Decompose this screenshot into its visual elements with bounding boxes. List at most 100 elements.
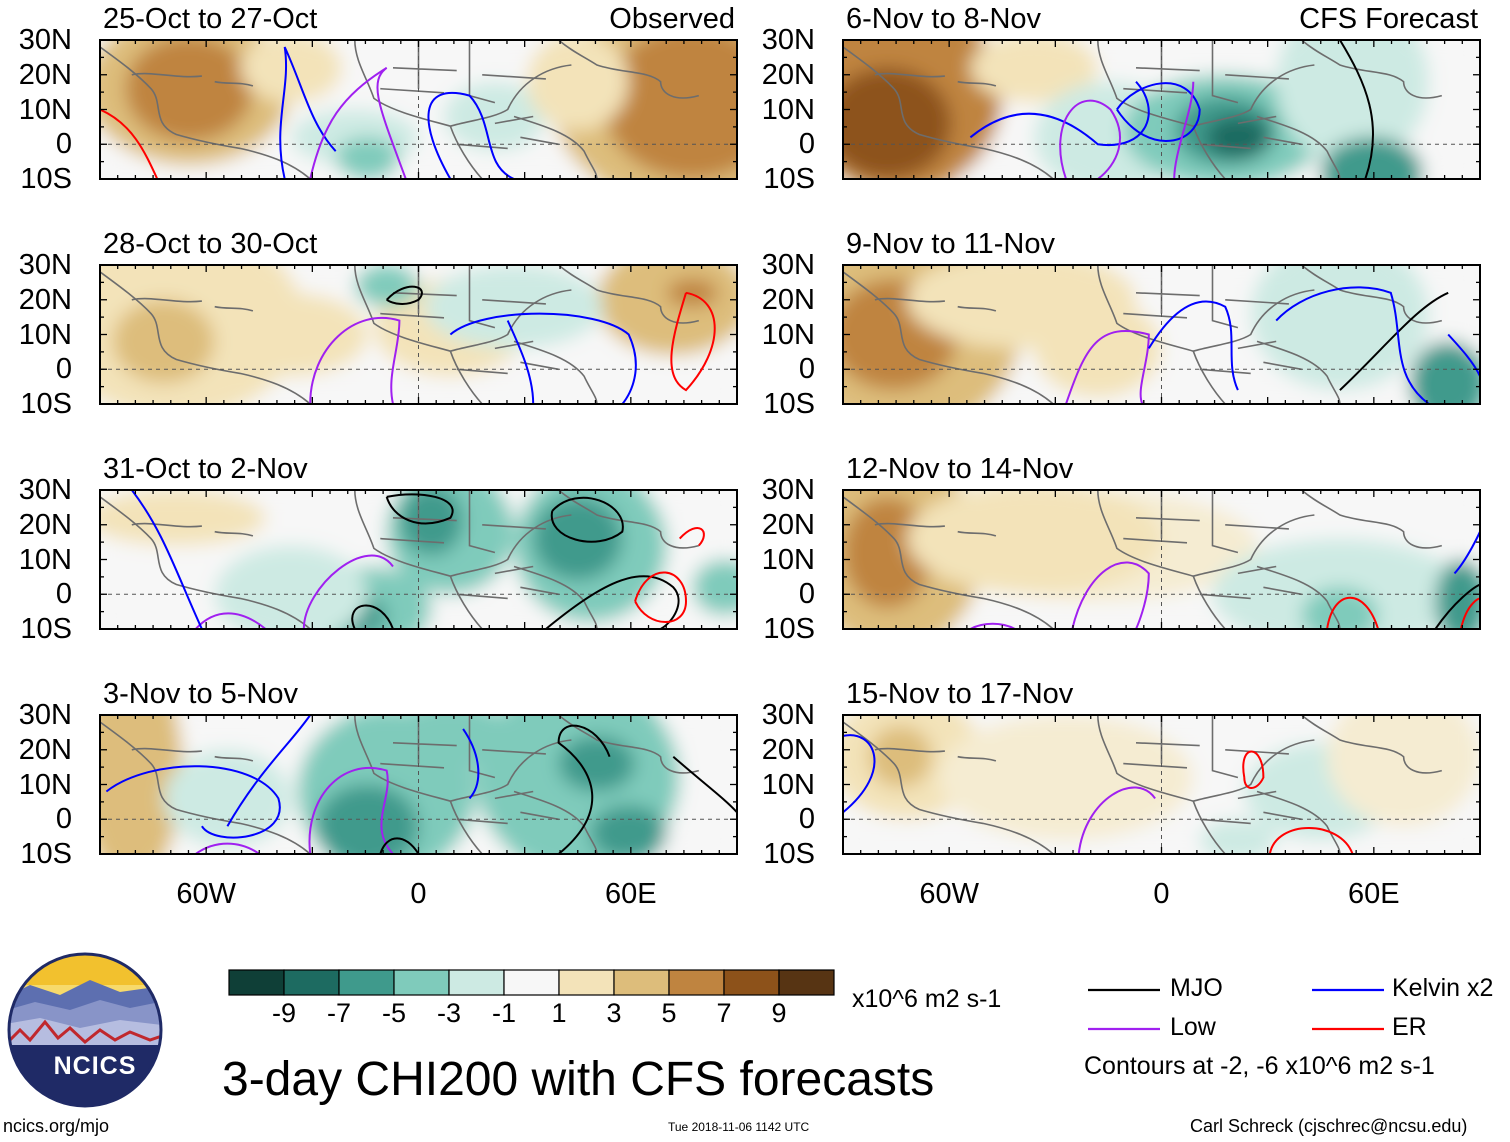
lat-label: 10S — [20, 163, 72, 195]
coastline — [1193, 64, 1315, 127]
colorbar-swatch — [613, 969, 670, 996]
lat-label: 0 — [55, 128, 72, 161]
coastline — [1199, 340, 1302, 375]
map-panel — [842, 489, 1481, 630]
er-contour — [670, 291, 716, 392]
coastline — [100, 496, 311, 629]
coastline — [558, 715, 700, 774]
map-panel — [99, 489, 738, 630]
low-contour — [194, 612, 267, 629]
coastline — [874, 72, 997, 87]
lat-label: 20N — [761, 508, 815, 541]
coastline — [513, 340, 598, 404]
er-contour — [678, 527, 705, 547]
coastline — [100, 46, 311, 179]
colorbar-label: -3 — [436, 998, 461, 1028]
footer-url[interactable]: ncics.org/mjo — [3, 1116, 110, 1136]
lat-label: 10N — [761, 318, 815, 351]
coastline — [354, 265, 483, 404]
mjo-contour — [1339, 40, 1375, 179]
coastline — [450, 289, 572, 352]
lat-label: 10S — [763, 838, 815, 870]
colorbar-label: 7 — [716, 998, 732, 1028]
colorbar-swatch — [338, 969, 395, 996]
lat-label: 20N — [18, 733, 72, 766]
anomaly-blob — [240, 40, 343, 103]
low-contour — [302, 554, 394, 629]
lat-label: 30N — [18, 249, 72, 281]
lat-label: 30N — [761, 699, 815, 731]
panel-title: 25-Oct to 27-Oct — [103, 3, 318, 35]
coastline — [558, 490, 700, 549]
coastline — [450, 64, 572, 127]
panel-title: 9-Nov to 11-Nov — [846, 228, 1055, 260]
anomaly-blob — [386, 715, 515, 771]
low-contour — [1059, 99, 1121, 179]
lat-label: 20N — [18, 283, 72, 316]
coastline — [1301, 715, 1443, 774]
map-panel — [99, 714, 738, 855]
coastline — [843, 496, 1054, 629]
coastline — [843, 46, 1054, 179]
coastline — [1193, 289, 1315, 352]
coastline — [1097, 265, 1226, 404]
coastline — [354, 715, 483, 854]
er-contour — [1268, 826, 1354, 854]
footer-credit: Carl Schreck (cjschrec@ncsu.edu) — [1190, 1116, 1468, 1136]
coastline — [874, 297, 997, 312]
colorbar-label: 5 — [661, 998, 677, 1028]
colorbar-swatch — [723, 969, 780, 996]
legend-label: MJO — [1170, 974, 1223, 1002]
anomaly-blob — [1206, 116, 1270, 159]
map-panel — [842, 39, 1481, 180]
coastline — [1097, 715, 1226, 854]
anomaly-blob — [1212, 538, 1468, 629]
kel-contour — [1447, 333, 1480, 377]
mjo-contour — [351, 604, 394, 629]
panel-title: 15-Nov to 17-Nov — [846, 678, 1074, 710]
anomaly-blob — [335, 137, 400, 179]
coastline — [1256, 790, 1341, 854]
coastline — [1256, 565, 1341, 629]
kel-contour — [105, 765, 281, 839]
er-contour — [634, 571, 688, 624]
lat-label: 0 — [55, 353, 72, 386]
lat-label: 10N — [761, 543, 815, 576]
coastline — [843, 721, 1054, 854]
low-contour — [1173, 81, 1195, 179]
lat-label: 10N — [18, 93, 72, 126]
lat-label: 10S — [20, 613, 72, 645]
legend-label: Low — [1170, 1013, 1216, 1041]
panel-title: 31-Oct to 2-Nov — [103, 453, 308, 485]
anomaly-blob — [214, 545, 368, 629]
lon-label: 60W — [919, 878, 979, 910]
anomaly-blob — [666, 278, 718, 307]
coastline — [131, 297, 254, 312]
anomaly-blob — [692, 559, 737, 616]
main-title: 3-day CHI200 with CFS forecasts — [222, 1053, 935, 1106]
lat-label: 10N — [18, 543, 72, 576]
coastline — [513, 115, 598, 179]
coastline — [874, 747, 997, 762]
anomaly-blob — [1327, 715, 1480, 827]
anomaly-blob — [1276, 40, 1430, 166]
map-panel — [99, 39, 738, 180]
kel-contour — [1147, 300, 1239, 391]
mjo-contour — [385, 493, 454, 525]
coastline — [1256, 340, 1341, 404]
lat-label: 30N — [761, 474, 815, 506]
anomaly-blob — [1435, 559, 1480, 629]
low-contour — [1071, 561, 1150, 629]
map-panel — [842, 264, 1481, 405]
panel-title: 3-Nov to 5-Nov — [103, 678, 299, 710]
colorbar-swatch — [503, 969, 560, 996]
colorbar-label: -7 — [326, 998, 351, 1028]
colorbar-label: 3 — [606, 998, 622, 1028]
mjo-contour — [550, 496, 624, 543]
anomaly-blob — [354, 265, 419, 307]
mjo-contour — [557, 724, 611, 854]
coastline — [1199, 790, 1302, 825]
coastline — [456, 565, 559, 600]
coastline — [131, 72, 254, 87]
mjo-contour — [545, 575, 680, 629]
